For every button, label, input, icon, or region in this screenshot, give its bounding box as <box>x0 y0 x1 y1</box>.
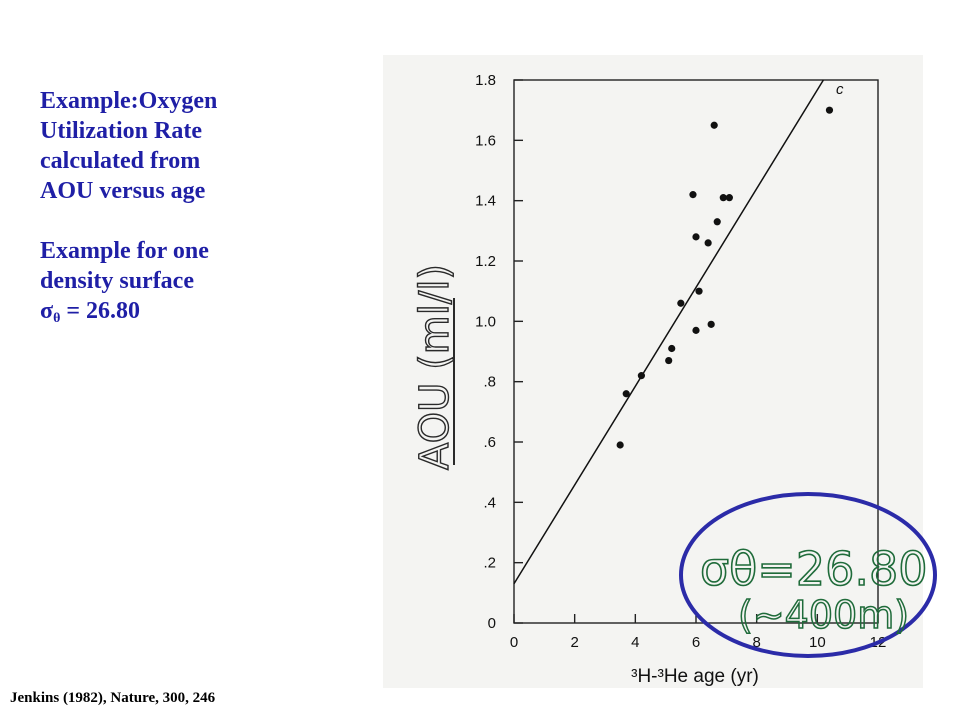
sigma-value: = 26.80 <box>60 298 141 324</box>
desc-line-6: density surface <box>40 268 194 294</box>
data-point <box>689 191 697 199</box>
sigma-symbol: σ <box>40 298 54 324</box>
data-point <box>692 326 700 334</box>
desc-line-5: Example for one <box>40 238 209 264</box>
y-tick-label: 1.8 <box>475 72 496 89</box>
data-point <box>725 194 733 202</box>
y-tick-label: 1.0 <box>475 313 496 330</box>
desc-line-2: Utilization Rate <box>40 118 202 144</box>
sigma-subscript: θ <box>53 311 61 326</box>
scanned-figure <box>383 55 923 688</box>
data-point <box>637 372 646 380</box>
y-tick-label: 1.2 <box>475 253 496 270</box>
x-tick-label: 0 <box>510 634 518 651</box>
y-tick-label: .2 <box>483 555 496 572</box>
desc-line-3: calculated from <box>40 148 201 174</box>
corner-label: c <box>836 81 844 98</box>
data-point <box>704 239 712 247</box>
data-point <box>695 287 703 295</box>
y-tick-label: .4 <box>483 494 496 511</box>
annotation-line-2: (~400m) <box>738 593 909 637</box>
y-tick-label: .6 <box>483 434 496 451</box>
desc-line-1: Example:Oxygen <box>40 88 218 114</box>
description-block: Example:Oxygen Utilization Rate calculat… <box>40 86 370 334</box>
density-annotation: σθ=26.80 (~400m) <box>679 492 937 658</box>
data-points <box>616 106 834 449</box>
data-point <box>825 106 834 114</box>
x-axis-label: ³H-³He age (yr) <box>631 666 759 687</box>
ylabel-text: AOU (ml/l) <box>412 264 458 470</box>
x-tick-label: 8 <box>752 634 760 651</box>
x-tick-label: 6 <box>692 634 700 651</box>
data-point <box>692 233 700 241</box>
y-tick-label: 1.4 <box>475 193 496 210</box>
data-point <box>665 356 673 365</box>
x-tick-label: 4 <box>631 634 639 651</box>
x-tick-label: 10 <box>809 634 826 651</box>
fit-line <box>513 79 825 585</box>
y-tick-label: 1.6 <box>475 132 496 149</box>
annotation-line-1: σθ=26.80 <box>700 542 928 596</box>
data-point <box>719 194 727 202</box>
desc-line-4: AOU versus age <box>40 178 206 204</box>
handwritten-ylabel: AOU (ml/l) <box>411 263 458 470</box>
y-tick-label: 0 <box>488 615 496 632</box>
sigma-line: σθ = 26.80 <box>40 296 370 334</box>
y-tick-label: .8 <box>483 374 496 391</box>
citation: Jenkins (1982), Nature, 300, 246 <box>10 690 216 706</box>
data-point <box>622 390 630 398</box>
fit-line-group <box>513 79 825 585</box>
data-point <box>668 344 676 353</box>
data-point <box>713 218 721 226</box>
x-tick-label: 2 <box>570 634 578 651</box>
data-point <box>710 121 718 129</box>
data-point <box>707 320 715 328</box>
annotation-circle <box>679 492 937 658</box>
data-point <box>616 441 624 449</box>
ticks: 0.2.4.6.81.01.21.41.61.80 2 4 6 8 10 12 <box>475 72 886 651</box>
data-point <box>677 299 685 307</box>
